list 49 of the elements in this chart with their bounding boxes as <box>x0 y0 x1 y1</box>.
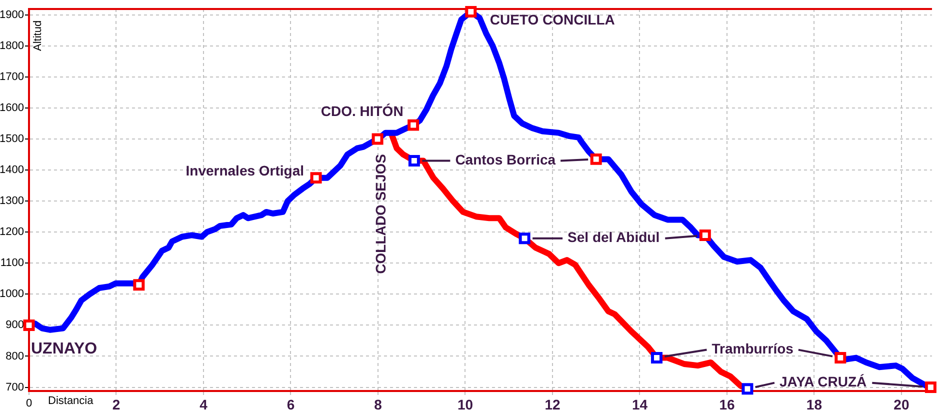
y-tick-label: 1100 <box>0 257 24 270</box>
x-tick-label: 10 <box>457 396 474 412</box>
annotation: Tramburríos <box>712 340 794 357</box>
point <box>133 279 145 291</box>
annotation: JAYA CRUZÁ <box>779 374 867 390</box>
y-tick-label: 1600 <box>0 102 24 114</box>
y-tick-label: 1500 <box>0 133 24 146</box>
y-tick-label: 1900 <box>0 8 24 21</box>
y-tick-label: 1300 <box>0 195 24 208</box>
x-tick-label: 8 <box>374 396 382 412</box>
point <box>465 6 477 18</box>
x-tick-label: 18 <box>806 396 822 412</box>
point <box>23 319 35 331</box>
annotation: CDO. HITÓN <box>320 102 404 119</box>
point <box>310 172 322 184</box>
y-tick-label: 1200 <box>0 226 24 238</box>
y-tick-label: 1700 <box>0 70 24 83</box>
annotation: Cantos Borrica <box>455 152 556 168</box>
y-tick-label: 700 <box>6 381 24 394</box>
point <box>742 383 754 395</box>
x-tick-label: 0 <box>26 398 32 410</box>
annotation: COLLADO SEJOS <box>372 154 388 274</box>
y-tick-label: 1000 <box>0 288 24 300</box>
annotation: CUETO CONCILLA <box>490 12 615 28</box>
x-tick-label: 16 <box>719 396 735 412</box>
point <box>699 229 711 241</box>
point <box>408 155 420 166</box>
point <box>650 352 662 364</box>
point <box>924 382 936 394</box>
point <box>590 153 602 165</box>
y-tick-label: 1400 <box>0 164 24 176</box>
point <box>518 232 530 244</box>
x-tick-label: 2 <box>112 396 120 412</box>
annotation: Sel del Abidul <box>568 229 660 246</box>
point <box>834 352 846 364</box>
y-axis-title: Altitud <box>32 20 44 51</box>
y-tick-label: 900 <box>6 319 24 332</box>
x-tick-label: 4 <box>200 396 208 412</box>
y-tick-label: 1800 <box>0 40 24 52</box>
y-tick-label: 800 <box>6 350 24 362</box>
x-axis-title: Distancia <box>48 395 94 408</box>
point <box>408 119 420 131</box>
annotation: Invernales Ortigal <box>186 162 304 179</box>
x-tick-label: 20 <box>894 396 910 412</box>
x-tick-label: 14 <box>632 396 648 412</box>
x-tick-label: 6 <box>286 396 295 412</box>
annotation: UZNAYO <box>31 340 98 358</box>
x-tick-label: 12 <box>544 396 560 412</box>
point <box>372 133 384 145</box>
